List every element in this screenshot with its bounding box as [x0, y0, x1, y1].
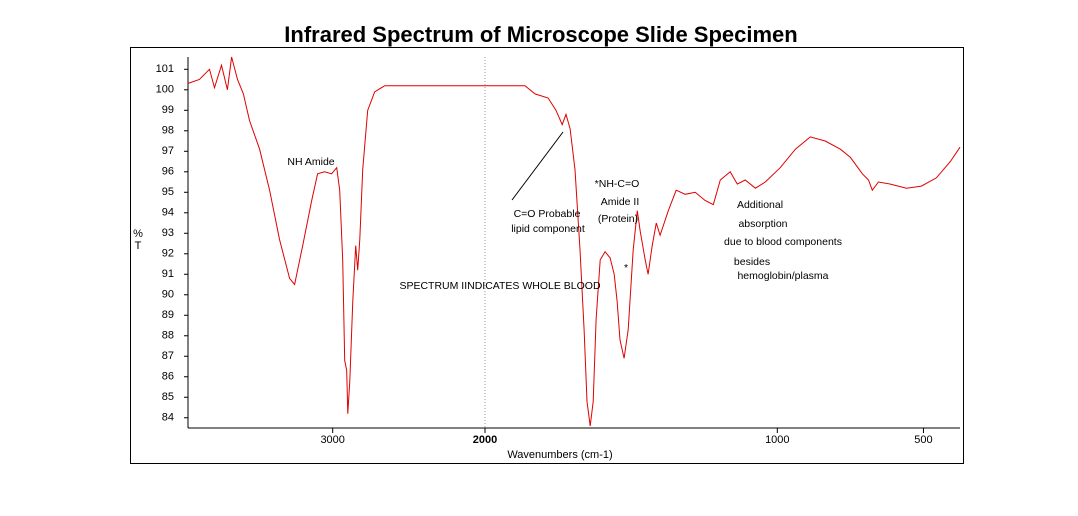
- y-tick-label: 92: [162, 248, 174, 260]
- y-tick-label: 84: [162, 412, 174, 424]
- spectrum-line: [187, 56, 961, 427]
- chart-frame: [130, 47, 964, 464]
- annotation: SPECTRUM IINDICATES WHOLE BLOOD: [399, 280, 600, 292]
- y-tick-label: 90: [162, 289, 174, 301]
- y-tick-label: 93: [162, 227, 174, 239]
- y-tick-label: 98: [162, 125, 174, 137]
- annotation: C=O Probable: [514, 208, 581, 220]
- y-tick-label: 91: [162, 268, 174, 280]
- x-axis-label: Wavenumbers (cm-1): [507, 449, 612, 461]
- y-tick-label: 94: [162, 207, 174, 219]
- y-tick-label: 99: [162, 104, 174, 116]
- y-tick-label: 89: [162, 309, 174, 321]
- y-tick-label: 88: [162, 330, 174, 342]
- y-axis-label: T: [135, 240, 142, 252]
- y-axis-label: %: [133, 228, 143, 240]
- y-tick-label: 87: [162, 350, 174, 362]
- annotation-pointer: [511, 131, 564, 201]
- y-tick-label: 97: [162, 145, 174, 157]
- x-tick-label: 3000: [320, 434, 344, 446]
- x-tick-label: 500: [914, 434, 932, 446]
- annotation: *NH-C=O: [595, 178, 640, 190]
- chart-title: Infrared Spectrum of Microscope Slide Sp…: [284, 22, 797, 47]
- x-tick-label: 1000: [765, 434, 789, 446]
- y-tick-label: 100: [156, 84, 174, 96]
- y-tick-label: 96: [162, 166, 174, 178]
- annotation: absorption: [738, 218, 787, 230]
- annotation: Amide II: [601, 196, 640, 208]
- annotation: NH Amide: [287, 156, 334, 168]
- annotation: *: [624, 262, 628, 274]
- y-tick-label: 85: [162, 391, 174, 403]
- annotation: Additional: [737, 199, 783, 211]
- y-tick-label: 95: [162, 186, 174, 198]
- x-tick-label: 2000: [473, 434, 497, 446]
- y-tick-label: 101: [156, 63, 174, 75]
- annotation: besides: [734, 256, 770, 268]
- annotation: hemoglobin/plasma: [737, 270, 828, 282]
- annotation: due to blood components: [724, 236, 842, 248]
- y-tick-label: 86: [162, 371, 174, 383]
- annotation: (Protein): [598, 213, 638, 225]
- annotation: lipid component: [511, 223, 585, 235]
